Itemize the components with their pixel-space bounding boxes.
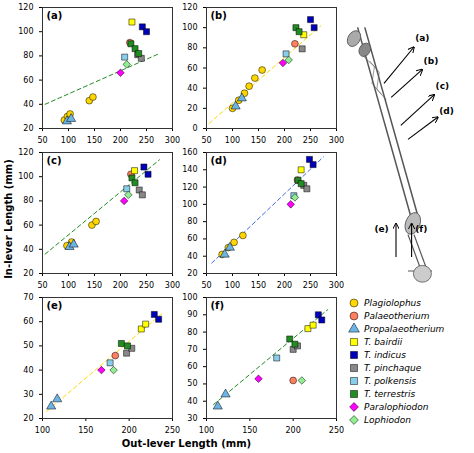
svg-text:60: 60 (23, 76, 33, 85)
svg-text:150: 150 (78, 426, 93, 435)
svg-text:40: 40 (187, 252, 197, 261)
svg-text:120: 120 (182, 183, 197, 192)
svg-text:250: 250 (139, 281, 154, 290)
svg-text:60: 60 (23, 317, 33, 326)
svg-text:0: 0 (192, 124, 197, 133)
svg-text:40: 40 (23, 245, 33, 254)
html-text:T. polkensis: T. polkensis (364, 375, 417, 386)
html-text:Paralophiodon: Paralophiodon (364, 401, 429, 412)
svg-text:150: 150 (242, 426, 257, 435)
svg-text:30: 30 (23, 390, 33, 399)
svg-text:150: 150 (251, 136, 266, 145)
svg-text:200: 200 (277, 281, 292, 290)
svg-text:300: 300 (165, 281, 180, 290)
svg-text:70: 70 (187, 345, 197, 354)
svg-text:50: 50 (201, 281, 211, 290)
svg-text:200: 200 (277, 136, 292, 145)
svg-text:160: 160 (182, 148, 197, 157)
svg-text:(a): (a) (415, 33, 429, 43)
svg-text:60: 60 (187, 64, 197, 73)
svg-text:(f): (f) (211, 300, 225, 311)
svg-text:40: 40 (23, 366, 33, 375)
svg-text:150: 150 (87, 281, 102, 290)
svg-text:150: 150 (251, 281, 266, 290)
svg-text:120: 120 (182, 3, 197, 12)
svg-text:(e): (e) (374, 224, 388, 234)
svg-text:80: 80 (187, 43, 197, 52)
svg-text:80: 80 (187, 328, 197, 337)
svg-text:20: 20 (23, 124, 33, 133)
svg-text:200: 200 (113, 281, 128, 290)
html-text:Plagiolophus: Plagiolophus (364, 297, 421, 308)
svg-text:140: 140 (182, 165, 197, 174)
svg-text:50: 50 (23, 341, 33, 350)
svg-text:250: 250 (303, 136, 318, 145)
svg-text:(e): (e) (47, 300, 63, 311)
svg-text:20: 20 (23, 269, 33, 278)
svg-text:60: 60 (187, 362, 197, 371)
svg-text:120: 120 (18, 148, 33, 157)
svg-text:100: 100 (182, 23, 197, 32)
html-text:T. terrestris: T. terrestris (364, 388, 416, 399)
svg-text:40: 40 (187, 84, 197, 93)
svg-text:200: 200 (286, 426, 301, 435)
svg-text:(a): (a) (47, 10, 63, 21)
svg-text:100: 100 (225, 281, 240, 290)
svg-text:100: 100 (225, 136, 240, 145)
svg-text:200: 200 (122, 426, 137, 435)
svg-text:50: 50 (37, 136, 47, 145)
html-text:Lophiodon: Lophiodon (364, 414, 411, 425)
svg-text:50: 50 (201, 136, 211, 145)
svg-text:200: 200 (113, 136, 128, 145)
svg-text:80: 80 (23, 196, 33, 205)
svg-text:(f): (f) (415, 224, 427, 234)
svg-text:120: 120 (18, 3, 33, 12)
svg-text:100: 100 (18, 172, 33, 181)
svg-text:90: 90 (187, 310, 197, 319)
html-text:Propalaeotherium: Propalaeotherium (364, 323, 445, 334)
svg-text:250: 250 (303, 281, 318, 290)
html-text:Palaeotherium: Palaeotherium (364, 310, 430, 321)
svg-text:100: 100 (35, 426, 50, 435)
svg-text:30: 30 (187, 414, 197, 423)
svg-text:20: 20 (187, 269, 197, 278)
svg-text:100: 100 (182, 200, 197, 209)
svg-text:20: 20 (187, 104, 197, 113)
svg-text:(d): (d) (439, 106, 454, 116)
svg-text:(d): (d) (211, 155, 227, 166)
svg-text:80: 80 (187, 217, 197, 226)
html-text:T. pinchaque: T. pinchaque (364, 362, 422, 373)
svg-text:70: 70 (23, 293, 33, 302)
svg-text:50: 50 (187, 379, 197, 388)
svg-text:(c): (c) (436, 81, 450, 91)
svg-text:60: 60 (187, 234, 197, 243)
svg-text:100: 100 (18, 27, 33, 36)
svg-text:100: 100 (61, 281, 76, 290)
svg-text:300: 300 (165, 136, 180, 145)
svg-text:60: 60 (23, 221, 33, 230)
svg-text:100: 100 (199, 426, 214, 435)
svg-text:20: 20 (23, 414, 33, 423)
html-text:T. indicus: T. indicus (364, 349, 406, 360)
svg-text:50: 50 (37, 281, 47, 290)
svg-text:(b): (b) (211, 10, 227, 21)
svg-text:250: 250 (165, 426, 180, 435)
svg-text:40: 40 (23, 100, 33, 109)
svg-text:(c): (c) (47, 155, 62, 166)
html-text:Out-lever Length (mm): Out-lever Length (mm) (121, 438, 252, 449)
svg-text:100: 100 (182, 293, 197, 302)
svg-text:100: 100 (61, 136, 76, 145)
html-text:In-lever Length (mm): In-lever Length (mm) (2, 158, 14, 279)
svg-text:300: 300 (329, 281, 344, 290)
svg-text:150: 150 (87, 136, 102, 145)
svg-text:250: 250 (329, 426, 344, 435)
svg-text:250: 250 (139, 136, 154, 145)
svg-text:40: 40 (187, 397, 197, 406)
html-text:T. bairdii: T. bairdii (364, 336, 403, 347)
svg-text:80: 80 (23, 51, 33, 60)
svg-text:(b): (b) (424, 56, 439, 66)
svg-text:300: 300 (329, 136, 344, 145)
